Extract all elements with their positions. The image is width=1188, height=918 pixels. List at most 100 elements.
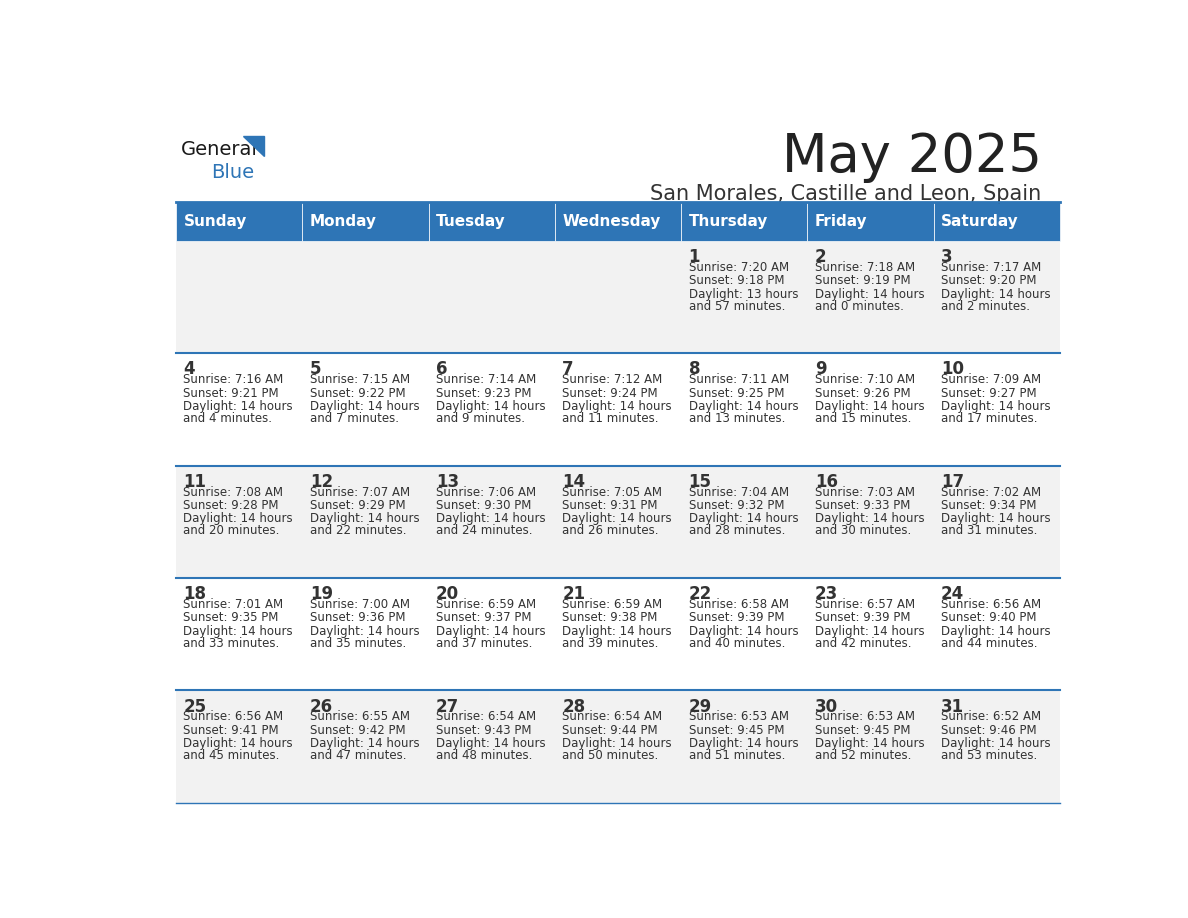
Text: and 33 minutes.: and 33 minutes.	[183, 637, 279, 650]
Text: Daylight: 14 hours: Daylight: 14 hours	[183, 512, 293, 525]
Text: Sunset: 9:18 PM: Sunset: 9:18 PM	[689, 274, 784, 287]
Text: 10: 10	[941, 361, 965, 378]
Text: Daylight: 14 hours: Daylight: 14 hours	[310, 625, 419, 638]
Text: Sunset: 9:46 PM: Sunset: 9:46 PM	[941, 723, 1037, 737]
Bar	[808, 578, 934, 690]
Text: and 42 minutes.: and 42 minutes.	[815, 637, 911, 650]
Text: Daylight: 14 hours: Daylight: 14 hours	[310, 737, 419, 750]
Text: and 4 minutes.: and 4 minutes.	[183, 412, 272, 425]
Text: Sunset: 9:19 PM: Sunset: 9:19 PM	[815, 274, 910, 287]
Text: Daylight: 14 hours: Daylight: 14 hours	[310, 512, 419, 525]
Text: Sunset: 9:29 PM: Sunset: 9:29 PM	[310, 498, 405, 512]
Text: 4: 4	[183, 361, 195, 378]
Text: 14: 14	[562, 473, 586, 491]
Bar	[934, 578, 1060, 690]
Text: Sunrise: 6:53 AM: Sunrise: 6:53 AM	[815, 711, 915, 723]
Bar	[176, 353, 303, 465]
Text: Sunrise: 7:08 AM: Sunrise: 7:08 AM	[183, 486, 284, 498]
Bar	[176, 690, 303, 803]
Text: Sunrise: 7:03 AM: Sunrise: 7:03 AM	[815, 486, 915, 498]
Bar	[934, 353, 1060, 465]
Text: Sunset: 9:42 PM: Sunset: 9:42 PM	[310, 723, 405, 737]
Bar	[808, 353, 934, 465]
Bar	[934, 690, 1060, 803]
Bar	[555, 241, 681, 353]
Text: Sunrise: 7:17 AM: Sunrise: 7:17 AM	[941, 261, 1042, 274]
Text: Sunrise: 7:04 AM: Sunrise: 7:04 AM	[689, 486, 789, 498]
Bar	[808, 202, 934, 241]
Bar	[808, 690, 934, 803]
Text: Daylight: 14 hours: Daylight: 14 hours	[436, 737, 545, 750]
Text: Sunrise: 7:07 AM: Sunrise: 7:07 AM	[310, 486, 410, 498]
Text: 7: 7	[562, 361, 574, 378]
Text: Sunrise: 7:00 AM: Sunrise: 7:00 AM	[310, 598, 410, 610]
Text: Sunset: 9:20 PM: Sunset: 9:20 PM	[941, 274, 1037, 287]
Text: Sunset: 9:27 PM: Sunset: 9:27 PM	[941, 386, 1037, 399]
Bar	[303, 353, 429, 465]
Text: Daylight: 14 hours: Daylight: 14 hours	[941, 287, 1050, 300]
Text: Sunset: 9:45 PM: Sunset: 9:45 PM	[815, 723, 910, 737]
Bar	[555, 353, 681, 465]
Text: 24: 24	[941, 585, 965, 603]
Text: Daylight: 14 hours: Daylight: 14 hours	[941, 400, 1050, 413]
Text: 22: 22	[689, 585, 712, 603]
Bar	[429, 578, 555, 690]
Text: and 39 minutes.: and 39 minutes.	[562, 637, 658, 650]
Text: Daylight: 14 hours: Daylight: 14 hours	[562, 512, 672, 525]
Text: Tuesday: Tuesday	[436, 214, 506, 229]
Text: Saturday: Saturday	[941, 214, 1019, 229]
Bar	[176, 241, 303, 353]
Text: Daylight: 14 hours: Daylight: 14 hours	[310, 400, 419, 413]
Text: Sunrise: 6:53 AM: Sunrise: 6:53 AM	[689, 711, 789, 723]
Text: Daylight: 14 hours: Daylight: 14 hours	[815, 287, 924, 300]
Text: Sunrise: 6:58 AM: Sunrise: 6:58 AM	[689, 598, 789, 610]
Text: Sunrise: 6:54 AM: Sunrise: 6:54 AM	[562, 711, 663, 723]
Polygon shape	[244, 136, 264, 156]
Text: 27: 27	[436, 698, 460, 715]
Text: Daylight: 14 hours: Daylight: 14 hours	[562, 737, 672, 750]
Text: Daylight: 14 hours: Daylight: 14 hours	[815, 625, 924, 638]
Bar	[681, 353, 808, 465]
Text: Sunrise: 7:16 AM: Sunrise: 7:16 AM	[183, 373, 284, 386]
Text: Sunrise: 7:14 AM: Sunrise: 7:14 AM	[436, 373, 536, 386]
Text: Sunset: 9:21 PM: Sunset: 9:21 PM	[183, 386, 279, 399]
Text: Daylight: 14 hours: Daylight: 14 hours	[941, 737, 1050, 750]
Text: Sunrise: 6:59 AM: Sunrise: 6:59 AM	[436, 598, 536, 610]
Bar	[934, 465, 1060, 578]
Text: and 17 minutes.: and 17 minutes.	[941, 412, 1037, 425]
Bar	[808, 241, 934, 353]
Text: Daylight: 13 hours: Daylight: 13 hours	[689, 287, 798, 300]
Text: 8: 8	[689, 361, 700, 378]
Text: and 20 minutes.: and 20 minutes.	[183, 524, 280, 537]
Text: General: General	[181, 140, 258, 159]
Bar	[681, 578, 808, 690]
Text: Daylight: 14 hours: Daylight: 14 hours	[689, 400, 798, 413]
Text: and 53 minutes.: and 53 minutes.	[941, 749, 1037, 762]
Text: 17: 17	[941, 473, 965, 491]
Text: 6: 6	[436, 361, 448, 378]
Text: Sunrise: 7:02 AM: Sunrise: 7:02 AM	[941, 486, 1041, 498]
Text: and 35 minutes.: and 35 minutes.	[310, 637, 406, 650]
Bar	[303, 465, 429, 578]
Text: Sunset: 9:38 PM: Sunset: 9:38 PM	[562, 611, 658, 624]
Text: and 9 minutes.: and 9 minutes.	[436, 412, 525, 425]
Text: 15: 15	[689, 473, 712, 491]
Text: Sunset: 9:40 PM: Sunset: 9:40 PM	[941, 611, 1037, 624]
Text: Sunrise: 7:09 AM: Sunrise: 7:09 AM	[941, 373, 1041, 386]
Text: Sunrise: 6:56 AM: Sunrise: 6:56 AM	[941, 598, 1041, 610]
Bar	[681, 241, 808, 353]
Text: and 22 minutes.: and 22 minutes.	[310, 524, 406, 537]
Text: and 37 minutes.: and 37 minutes.	[436, 637, 532, 650]
Text: Sunrise: 6:59 AM: Sunrise: 6:59 AM	[562, 598, 663, 610]
Text: 20: 20	[436, 585, 459, 603]
Text: and 30 minutes.: and 30 minutes.	[815, 524, 911, 537]
Text: and 40 minutes.: and 40 minutes.	[689, 637, 785, 650]
Text: Daylight: 14 hours: Daylight: 14 hours	[815, 737, 924, 750]
Text: Sunrise: 7:11 AM: Sunrise: 7:11 AM	[689, 373, 789, 386]
Text: 21: 21	[562, 585, 586, 603]
Text: Sunset: 9:28 PM: Sunset: 9:28 PM	[183, 498, 279, 512]
Bar	[681, 465, 808, 578]
Text: Sunrise: 7:15 AM: Sunrise: 7:15 AM	[310, 373, 410, 386]
Bar	[429, 241, 555, 353]
Text: Sunset: 9:32 PM: Sunset: 9:32 PM	[689, 498, 784, 512]
